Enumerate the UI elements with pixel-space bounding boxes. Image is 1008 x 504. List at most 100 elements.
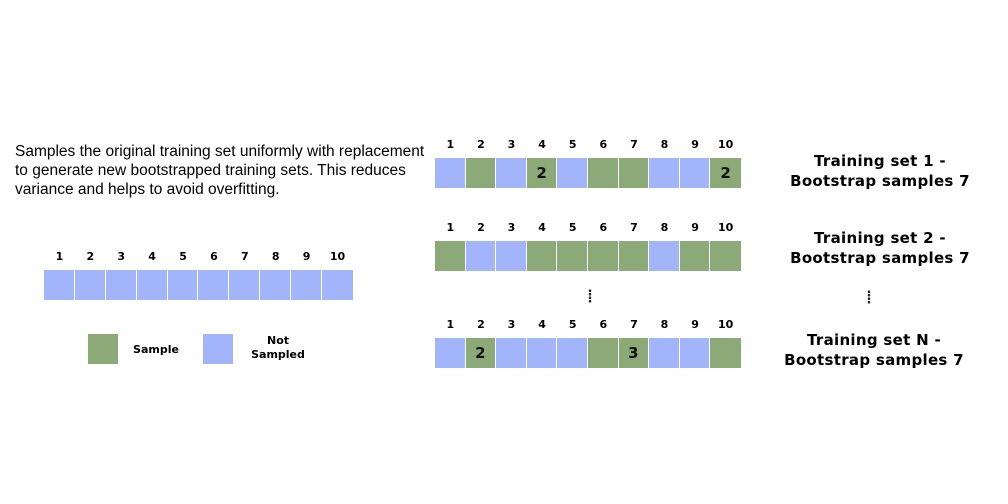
original-not-sampled-cell [105,270,137,300]
training-set-n-sampled-cell: 3 [618,338,650,368]
training-set-n-index-label: 6 [599,318,608,331]
training-set-n-index-label: 5 [568,318,577,331]
original-index-label: 10 [329,250,346,263]
training-set-2-index-label: 4 [538,221,546,234]
training-set-n-count: Bootstrap samples 7 [784,351,964,369]
training-set-n-sampled-cell [587,338,619,368]
training-set-1-count: Bootstrap samples 7 [790,172,970,190]
training-set-2-sampled-cell [618,241,650,271]
training-set-2-sampled-cell [557,241,588,271]
training-set-n-not-sampled-cell [526,338,558,368]
training-set-1-sampled-cell: 2 [710,158,741,188]
training-set-2-index-label: 8 [660,221,669,234]
training-set-n-index-label: 10 [718,318,734,331]
original-training-set: 1 2 3 4 5 6 7 8 9 10 [44,250,353,300]
legend-not-sampled-label: Not Sampled [251,334,305,361]
training-set-1-index-label: 5 [568,138,577,151]
training-set-n-index-label: 2 [477,318,485,331]
training-set-2-not-sampled-cell [649,241,680,271]
training-set-2-index-label: 6 [599,221,608,234]
training-set-n-sampled-cell [710,338,741,368]
training-set-1-not-sampled-cell [496,158,527,188]
original-index-row: 1 2 3 4 5 6 7 8 9 10 [44,250,353,266]
training-set-n-index-row: 1 2 3 4 5 6 7 8 9 10 [435,318,741,334]
legend-sample-label: Sample [133,343,179,356]
original-not-sampled-cell [74,270,106,300]
training-set-1-title: Training set 1 - [814,152,946,170]
training-set-1-label: Training set 1 - Bootstrap samples 7 [770,151,990,191]
training-set-2: 1 2 3 4 5 6 7 8 9 10 [435,221,741,271]
training-set-2-sampled-cell [435,241,466,271]
legend-not-sampled-swatch [203,334,233,364]
ellipsis-dots-label [867,290,871,304]
training-set-2-index-label: 3 [507,221,516,234]
description-text: Samples the original training set unifor… [15,143,425,198]
training-set-1-index-label: 10 [718,138,734,151]
original-not-sampled-cell [291,270,323,300]
training-set-n-sampled-cell: 2 [465,338,497,368]
training-set-n-index-label: 7 [630,318,638,331]
training-set-n-index-label: 8 [660,318,669,331]
training-set-2-not-sampled-cell [465,241,497,271]
training-set-1-index-label: 4 [538,138,546,151]
original-not-sampled-cell [198,270,230,300]
training-set-2-sampled-cell [587,241,619,271]
training-set-2-count: Bootstrap samples 7 [790,249,970,267]
training-set-2-label: Training set 2 - Bootstrap samples 7 [770,228,990,268]
original-cell-row [44,270,353,300]
training-set-n-not-sampled-cell [679,338,711,368]
ellipsis-dots-strip [588,289,592,303]
training-set-n-index-label: 3 [507,318,516,331]
original-index-label: 5 [179,250,187,263]
original-not-sampled-cell [229,270,261,300]
original-index-label: 8 [271,250,280,263]
training-set-n-not-sampled-cell [557,338,588,368]
training-set-n-index-label: 9 [691,318,699,331]
original-index-label: 6 [210,250,218,263]
training-set-2-index-label: 10 [718,221,734,234]
training-set-2-title: Training set 2 - [814,229,946,247]
training-set-n-not-sampled-cell [649,338,680,368]
training-set-2-index-label: 5 [568,221,577,234]
training-set-2-index-label: 9 [691,221,699,234]
training-set-1-index-label: 1 [446,138,455,151]
training-set-n-title: Training set N - [807,331,941,349]
training-set-2-index-row: 1 2 3 4 5 6 7 8 9 10 [435,221,741,237]
legend-sample-swatch [88,334,118,364]
training-set-1-index-label: 9 [691,138,699,151]
training-set-1-index-label: 6 [599,138,608,151]
training-set-n-label: Training set N - Bootstrap samples 7 [764,330,984,370]
training-set-1-not-sampled-cell [435,158,466,188]
training-set-n-not-sampled-cell [435,338,466,368]
original-index-label: 9 [302,250,311,263]
training-set-1-not-sampled-cell [679,158,711,188]
original-not-sampled-cell [260,270,292,300]
training-set-n-not-sampled-cell [496,338,527,368]
training-set-n-index-label: 1 [446,318,455,331]
original-not-sampled-cell [136,270,168,300]
original-index-label: 7 [241,250,249,263]
original-index-label: 4 [148,250,156,263]
training-set-2-index-label: 2 [477,221,485,234]
training-set-1-index-label: 7 [630,138,638,151]
original-index-label: 3 [117,250,126,263]
training-set-1-sampled-cell [618,158,650,188]
training-set-1-index-label: 3 [507,138,516,151]
training-set-2-index-label: 7 [630,221,638,234]
training-set-2-not-sampled-cell [496,241,527,271]
training-set-1-not-sampled-cell [557,158,588,188]
training-set-1-index-row: 1 2 3 4 5 6 7 8 9 10 [435,138,741,154]
training-set-1-not-sampled-cell [649,158,680,188]
original-not-sampled-cell [167,270,199,300]
training-set-1-sampled-cell: 2 [526,158,558,188]
training-set-2-cell-row [435,241,741,271]
training-set-2-index-label: 1 [446,221,455,234]
training-set-1-sampled-cell [465,158,497,188]
original-not-sampled-cell [44,270,75,300]
training-set-n-index-label: 4 [538,318,546,331]
original-index-label: 1 [55,250,64,263]
